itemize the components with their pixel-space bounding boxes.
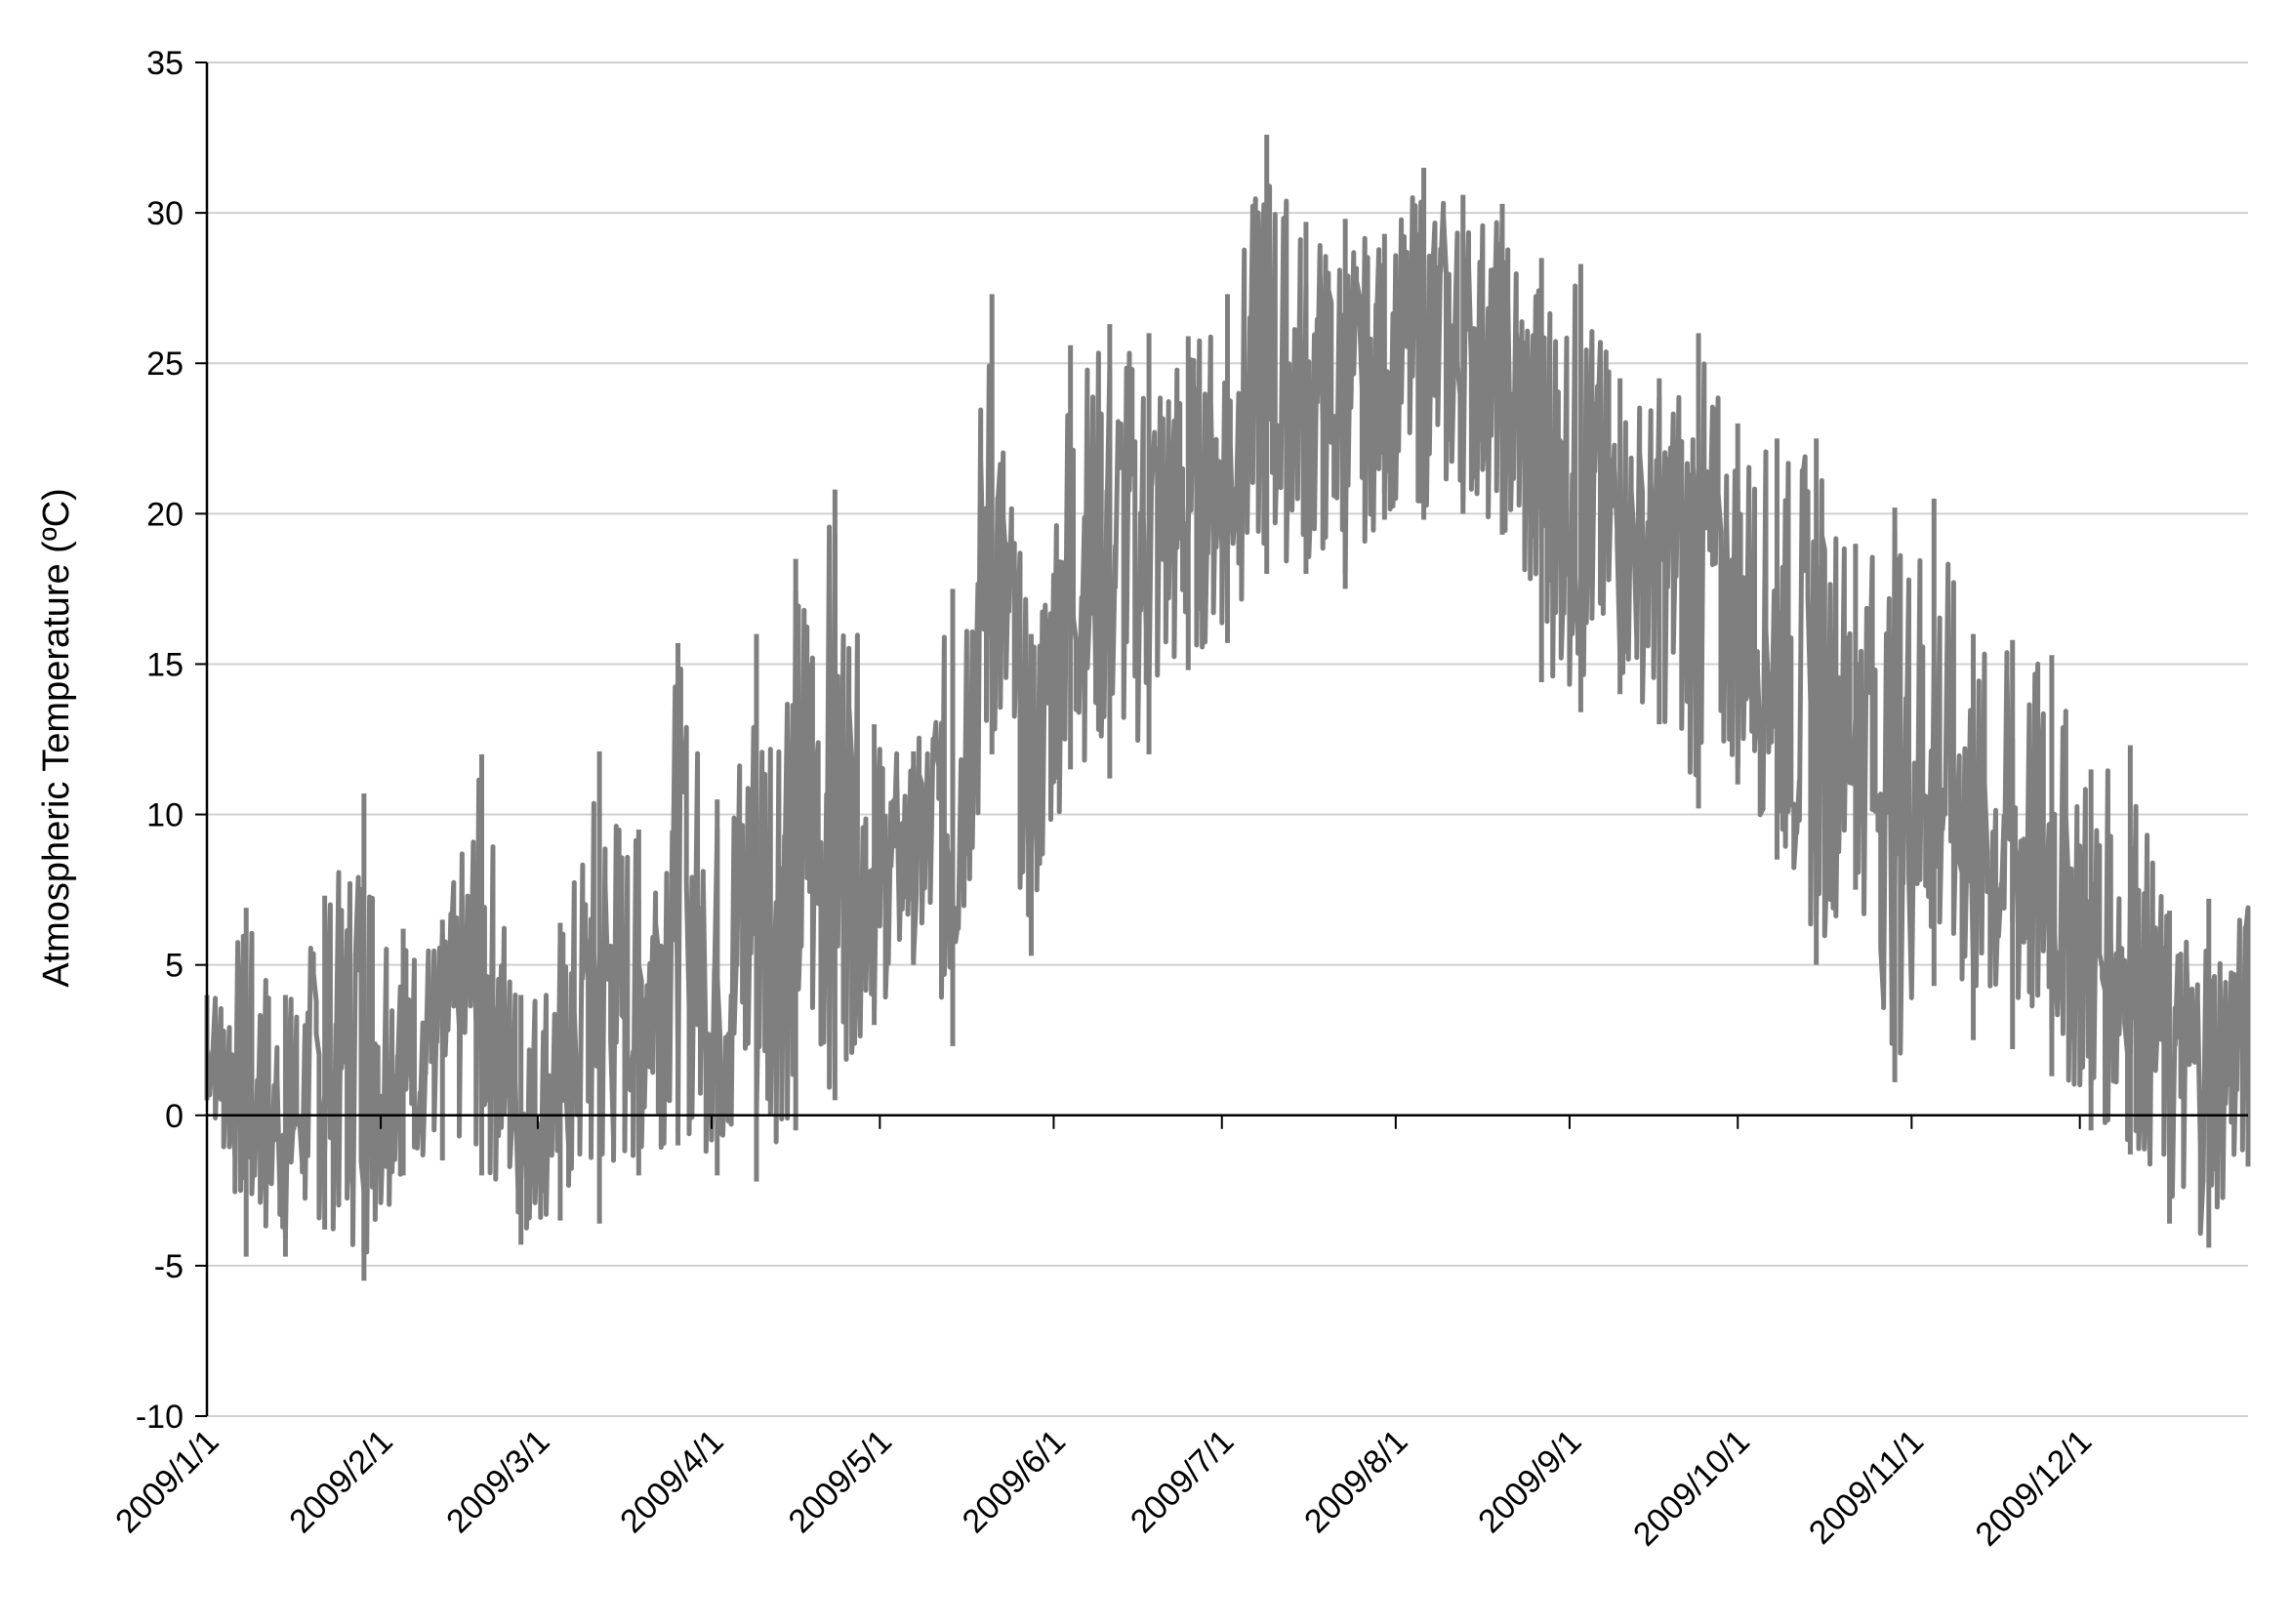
y-tick-label: 35 [146,45,184,82]
x-tick-label: 2009/10/1 [1626,1423,1757,1554]
axes [195,61,2248,1417]
y-tick-label: 20 [146,496,184,533]
x-tick-label: 2009/7/1 [1124,1423,1241,1540]
y-tick-label: -5 [154,1248,184,1285]
x-tick-label: 2009/5/1 [782,1423,899,1540]
x-tick-label: 2009/6/1 [956,1423,1073,1540]
series-area [204,134,2251,1281]
x-tick-label: 2009/8/1 [1297,1423,1414,1540]
y-tick-label: 0 [165,1098,184,1135]
x-tick-label: 2009/3/1 [439,1423,556,1540]
x-tick-label: 2009/1/1 [108,1423,225,1540]
y-tick-label: 25 [146,345,184,383]
y-tick-label: 15 [146,646,184,683]
y-tick-label: 30 [146,195,184,232]
x-tick-label: 2009/9/1 [1471,1423,1588,1540]
x-tick-label: 2009/4/1 [613,1423,730,1540]
y-axis-title: Atmospheric Temperature (ºC) [36,488,77,988]
y-tick-label: 5 [165,948,184,985]
y-tick-label: -10 [136,1399,184,1436]
x-tick-label: 2009/12/1 [1968,1423,2099,1554]
y-tick-label: 10 [146,797,184,834]
x-tick-label: 2009/11/1 [1802,1423,1931,1552]
x-tick-label: 2009/2/1 [282,1423,399,1540]
